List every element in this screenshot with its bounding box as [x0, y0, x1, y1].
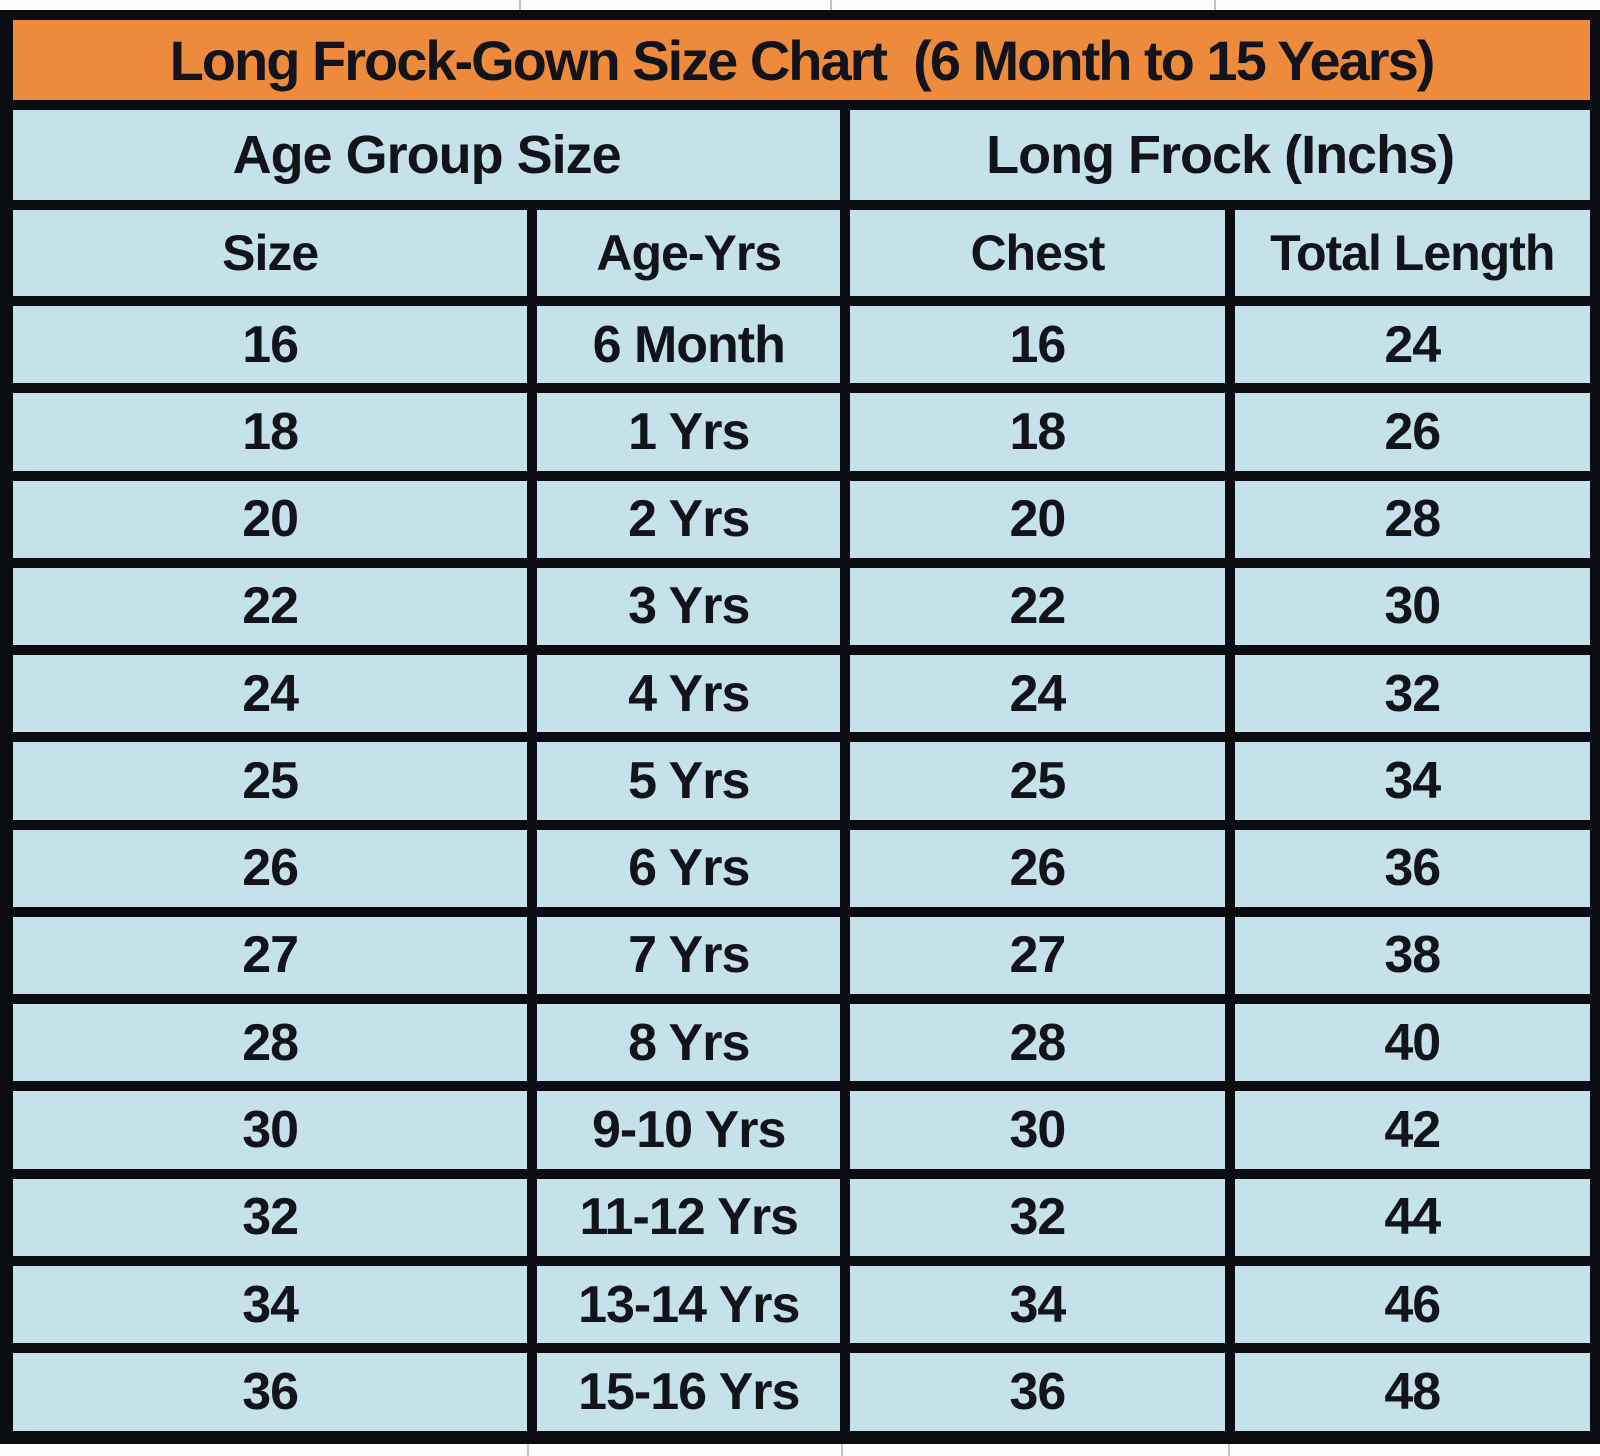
- grid-divider: [1228, 1444, 1230, 1456]
- table-cell: 5 Yrs: [527, 732, 851, 830]
- table-cell: 32: [1224, 645, 1600, 743]
- table-cell: 32: [1, 1168, 538, 1266]
- cropped-cells-strip-top: [0, 0, 1600, 10]
- group-header-age: Age Group Size: [1, 100, 851, 210]
- table-row: 18 1 Yrs 18 26: [1, 383, 1600, 481]
- group-header-row: Age Group Size Long Frock (Inchs): [1, 100, 1600, 210]
- table-cell: 22: [1, 557, 538, 656]
- table-cell: 34: [1224, 732, 1600, 830]
- grid-divider: [1214, 0, 1216, 10]
- table-row: 34 13-14 Yrs 34 46: [1, 1255, 1600, 1354]
- title-row: Long Frock-Gown Size Chart (6 Month to 1…: [1, 10, 1600, 110]
- table-row: 27 7 Yrs 27 38: [1, 906, 1600, 1005]
- size-chart-table: Long Frock-Gown Size Chart (6 Month to 1…: [0, 10, 1600, 1445]
- table-cell: 2 Yrs: [527, 470, 851, 568]
- cropped-cells-strip-bottom: [0, 1444, 1600, 1456]
- table-cell: 34: [1, 1255, 538, 1354]
- table-cell: 22: [840, 557, 1235, 656]
- table-row: 32 11-12 Yrs 32 44: [1, 1168, 1600, 1266]
- column-header-row: Size Age-Yrs Chest Total Length: [1, 200, 1600, 306]
- table-cell: 24: [1, 645, 538, 743]
- table-cell: 6 Month: [527, 295, 851, 394]
- table-row: 22 3 Yrs 22 30: [1, 557, 1600, 656]
- table-cell: 44: [1224, 1168, 1600, 1266]
- table-cell: 7 Yrs: [527, 906, 851, 1005]
- table-cell: 30: [1, 1081, 538, 1179]
- table-cell: 26: [1, 819, 538, 917]
- table-cell: 9-10 Yrs: [527, 1081, 851, 1179]
- table-row: 25 5 Yrs 25 34: [1, 732, 1600, 830]
- table-cell: 25: [840, 732, 1235, 830]
- grid-divider: [519, 0, 521, 10]
- table-cell: 30: [1224, 557, 1600, 656]
- table-cell: 28: [1224, 470, 1600, 568]
- column-header-chest: Chest: [840, 200, 1235, 306]
- table-cell: 36: [1, 1343, 538, 1445]
- table-cell: 16: [840, 295, 1235, 394]
- table-cell: 3 Yrs: [527, 557, 851, 656]
- table-cell: 6 Yrs: [527, 819, 851, 917]
- table-cell: 20: [840, 470, 1235, 568]
- column-header-size: Size: [1, 200, 538, 306]
- table-cell: 27: [1, 906, 538, 1005]
- table-row: 16 6 Month 16 24: [1, 295, 1600, 394]
- table-cell: 28: [1, 994, 538, 1092]
- table-cell: 25: [1, 732, 538, 830]
- table-cell: 24: [1224, 295, 1600, 394]
- column-header-age-yrs: Age-Yrs: [527, 200, 851, 306]
- table-cell: 36: [840, 1343, 1235, 1445]
- table-cell: 15-16 Yrs: [527, 1343, 851, 1445]
- table-cell: 46: [1224, 1255, 1600, 1354]
- table-cell: 30: [840, 1081, 1235, 1179]
- table-row: 36 15-16 Yrs 36 48: [1, 1343, 1600, 1445]
- table-cell: 18: [1, 383, 538, 481]
- table-cell: 16: [1, 295, 538, 394]
- table-row: 28 8 Yrs 28 40: [1, 994, 1600, 1092]
- table-cell: 34: [840, 1255, 1235, 1354]
- grid-divider: [841, 1444, 843, 1456]
- table-cell: 27: [840, 906, 1235, 1005]
- table-cell: 48: [1224, 1343, 1600, 1445]
- table-cell: 26: [840, 819, 1235, 917]
- table-cell: 18: [840, 383, 1235, 481]
- table-cell: 13-14 Yrs: [527, 1255, 851, 1354]
- table-cell: 28: [840, 994, 1235, 1092]
- column-header-total-length: Total Length: [1224, 200, 1600, 306]
- table-cell: 26: [1224, 383, 1600, 481]
- table-cell: 38: [1224, 906, 1600, 1005]
- table-cell: 1 Yrs: [527, 383, 851, 481]
- table-cell: 42: [1224, 1081, 1600, 1179]
- table-row: 26 6 Yrs 26 36: [1, 819, 1600, 917]
- table-row: 30 9-10 Yrs 30 42: [1, 1081, 1600, 1179]
- table-cell: 36: [1224, 819, 1600, 917]
- table-cell: 24: [840, 645, 1235, 743]
- table-row: 24 4 Yrs 24 32: [1, 645, 1600, 743]
- table-cell: 32: [840, 1168, 1235, 1266]
- table-cell: 20: [1, 470, 538, 568]
- table-cell: 40: [1224, 994, 1600, 1092]
- table-cell: 8 Yrs: [527, 994, 851, 1092]
- table-cell: 4 Yrs: [527, 645, 851, 743]
- grid-divider: [830, 0, 832, 10]
- grid-divider: [527, 1444, 529, 1456]
- table-row: 20 2 Yrs 20 28: [1, 470, 1600, 568]
- group-header-frock: Long Frock (Inchs): [840, 100, 1600, 210]
- table-cell: 11-12 Yrs: [527, 1168, 851, 1266]
- chart-title: Long Frock-Gown Size Chart (6 Month to 1…: [1, 10, 1600, 110]
